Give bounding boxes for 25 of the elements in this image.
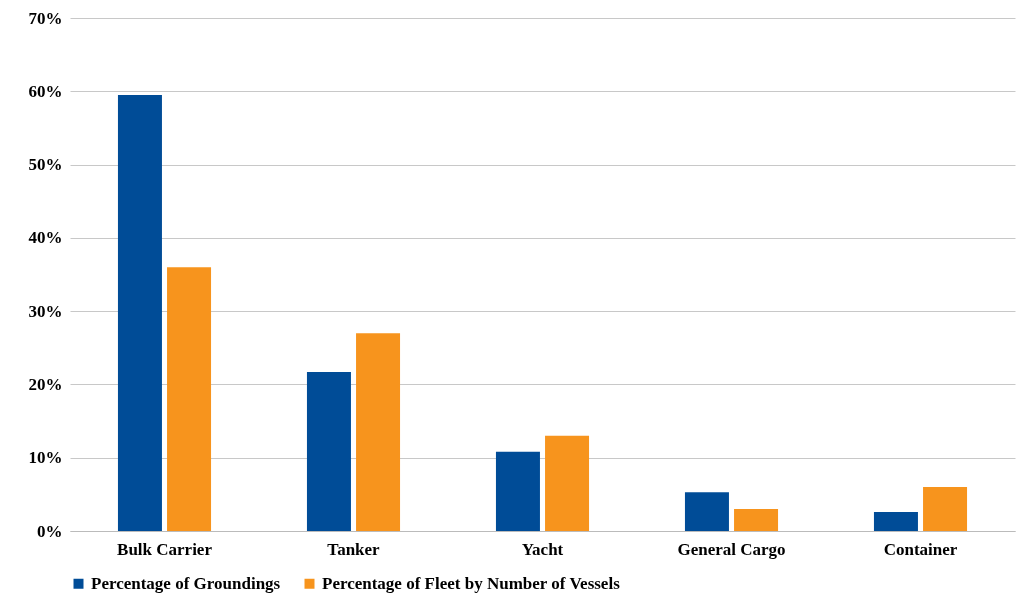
- bar: [356, 333, 401, 531]
- y-tick-label: 20%: [28, 374, 63, 394]
- y-tick-label: 70%: [28, 8, 63, 28]
- y-tick-label: 50%: [28, 155, 63, 175]
- bar: [117, 94, 162, 531]
- bar: [734, 509, 779, 531]
- y-tick-label: 0%: [37, 521, 63, 541]
- x-tick-label: General Cargo: [677, 539, 786, 559]
- bar: [873, 511, 918, 531]
- bar: [545, 435, 590, 531]
- bar: [495, 451, 540, 531]
- x-tick-label: Yacht: [521, 539, 564, 559]
- legend-label: Percentage of Fleet by Number of Vessels: [322, 573, 621, 593]
- x-tick-label: Tanker: [327, 539, 381, 559]
- y-tick-label: 40%: [28, 228, 63, 248]
- bar: [306, 371, 351, 531]
- x-tick-label: Container: [883, 539, 958, 559]
- y-tick-label: 30%: [28, 301, 63, 321]
- x-tick-label: Bulk Carrier: [117, 539, 213, 559]
- y-tick-label: 10%: [28, 448, 63, 468]
- bar: [923, 487, 968, 531]
- y-tick-label: 60%: [28, 81, 63, 101]
- bar: [684, 492, 729, 531]
- legend-label: Percentage of Groundings: [91, 573, 281, 593]
- bar: [167, 267, 212, 531]
